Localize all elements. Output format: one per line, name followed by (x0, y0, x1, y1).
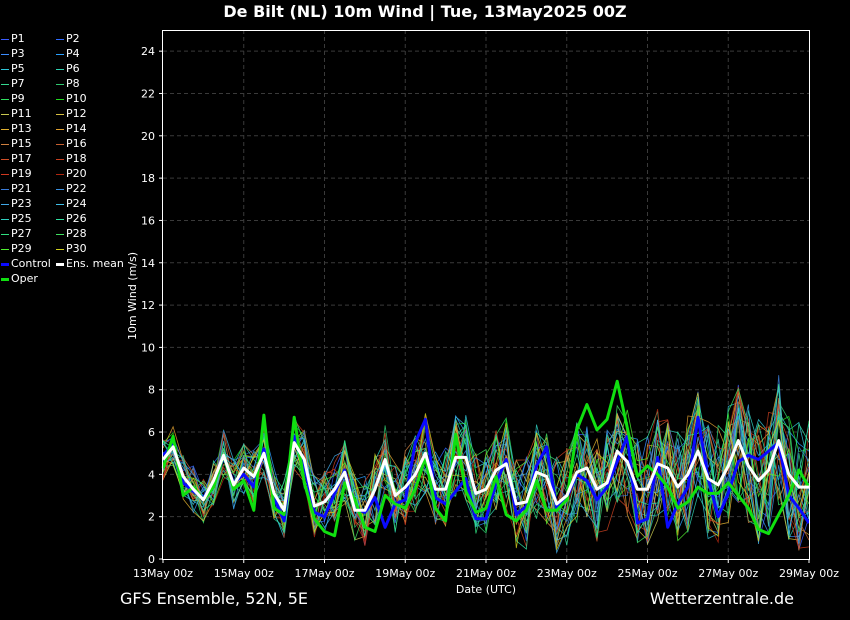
legend-label: P14 (66, 122, 87, 135)
legend-swatch (56, 114, 64, 115)
legend-label: P19 (11, 167, 32, 180)
legend-swatch (56, 129, 64, 130)
legend-label: P15 (11, 137, 32, 150)
legend-label: Oper (11, 272, 38, 285)
legend-swatch (1, 204, 9, 205)
legend-label: P12 (66, 107, 87, 120)
y-tick-label: 10 (141, 341, 155, 354)
legend-swatch (1, 278, 9, 281)
legend-swatch (1, 189, 9, 190)
legend-label: P4 (66, 47, 80, 60)
legend-swatch (1, 54, 9, 55)
legend-label: P10 (66, 92, 87, 105)
legend-label: P9 (11, 92, 25, 105)
legend-swatch (1, 39, 9, 40)
legend-swatch (1, 174, 9, 175)
y-tick-label: 8 (148, 384, 155, 397)
legend-swatch (1, 234, 9, 235)
y-tick-label: 18 (141, 172, 155, 185)
legend-swatch (1, 84, 9, 85)
y-tick-label: 6 (148, 426, 155, 439)
legend-label: P3 (11, 47, 25, 60)
legend-swatch (1, 114, 9, 115)
y-tick-label: 0 (148, 553, 155, 566)
legend-swatch (56, 263, 64, 266)
legend-label: P17 (11, 152, 32, 165)
legend-swatch (1, 219, 9, 220)
legend-swatch (56, 249, 64, 250)
legend-swatch (1, 129, 9, 130)
x-tick-label: 17May 00z (294, 567, 354, 580)
legend-swatch (56, 54, 64, 55)
legend-label: P1 (11, 32, 25, 45)
legend-swatch (1, 159, 9, 160)
footer-source: Wetterzentrale.de (649, 589, 794, 608)
legend-swatch (56, 39, 64, 40)
y-tick-label: 14 (141, 257, 155, 270)
x-tick-label: 21May 00z (456, 567, 516, 580)
y-tick-label: 22 (141, 87, 155, 100)
legend-swatch (56, 219, 64, 220)
legend-label: P13 (11, 122, 32, 135)
legend-label: Ens. mean (66, 257, 124, 270)
legend-swatch (1, 69, 9, 70)
legend-label: P20 (66, 167, 87, 180)
x-tick-label: 23May 00z (537, 567, 597, 580)
legend-label: P22 (66, 182, 87, 195)
legend-label: P21 (11, 182, 32, 195)
legend-swatch (56, 99, 64, 100)
legend-label: P27 (11, 227, 32, 240)
legend-label: P2 (66, 32, 80, 45)
y-tick-label: 12 (141, 299, 155, 312)
legend-swatch (56, 189, 64, 190)
legend-label: P23 (11, 197, 32, 210)
legend-label: P11 (11, 107, 32, 120)
legend-label: P8 (66, 77, 80, 90)
legend-swatch (56, 204, 64, 205)
y-tick-label: 24 (141, 45, 155, 58)
x-axis-label: Date (UTC) (456, 583, 516, 596)
footer-model: GFS Ensemble, 52N, 5E (120, 589, 308, 608)
legend-label: P18 (66, 152, 87, 165)
legend-label: P29 (11, 242, 32, 255)
legend-swatch (1, 263, 9, 266)
x-ticks: 13May 00z 15May 00z 17May 00z 19May 00z 21Ma… (133, 559, 839, 580)
chart-title: De Bilt (NL) 10m Wind | Tue, 13May2025 0… (223, 2, 627, 21)
legend-label: P26 (66, 212, 87, 225)
legend-swatch (56, 159, 64, 160)
legend-label: P6 (66, 62, 80, 75)
x-tick-label: 29May 00z (779, 567, 839, 580)
legend-label: P25 (11, 212, 32, 225)
legend-label: P28 (66, 227, 87, 240)
legend-swatch (1, 99, 9, 100)
series-lines (161, 379, 811, 538)
legend-label: P16 (66, 137, 87, 150)
legend-swatch (1, 249, 9, 250)
x-tick-label: 25May 00z (617, 567, 677, 580)
x-tick-label: 15May 00z (214, 567, 274, 580)
x-tick-label: 27May 00z (698, 567, 758, 580)
legend-label: P24 (66, 197, 87, 210)
y-tick-label: 2 (148, 511, 155, 524)
legend-swatch (56, 174, 64, 175)
legend-swatch (1, 144, 9, 145)
y-axis-label: 10m Wind (m/s) (126, 252, 139, 340)
y-tick-label: 16 (141, 214, 155, 227)
y-tick-label: 4 (148, 468, 155, 481)
legend-label: P30 (66, 242, 87, 255)
series-line-ens-mean (161, 439, 809, 512)
legend-swatch (56, 234, 64, 235)
x-tick-label: 19May 00z (375, 567, 435, 580)
legend-swatch (56, 144, 64, 145)
legend-label: P7 (11, 77, 25, 90)
x-tick-label: 13May 00z (133, 567, 193, 580)
y-tick-label: 20 (141, 130, 155, 143)
legend-swatch (56, 69, 64, 70)
legend-swatch (56, 84, 64, 85)
legend-label: Control (11, 257, 51, 270)
legend-label: P5 (11, 62, 25, 75)
